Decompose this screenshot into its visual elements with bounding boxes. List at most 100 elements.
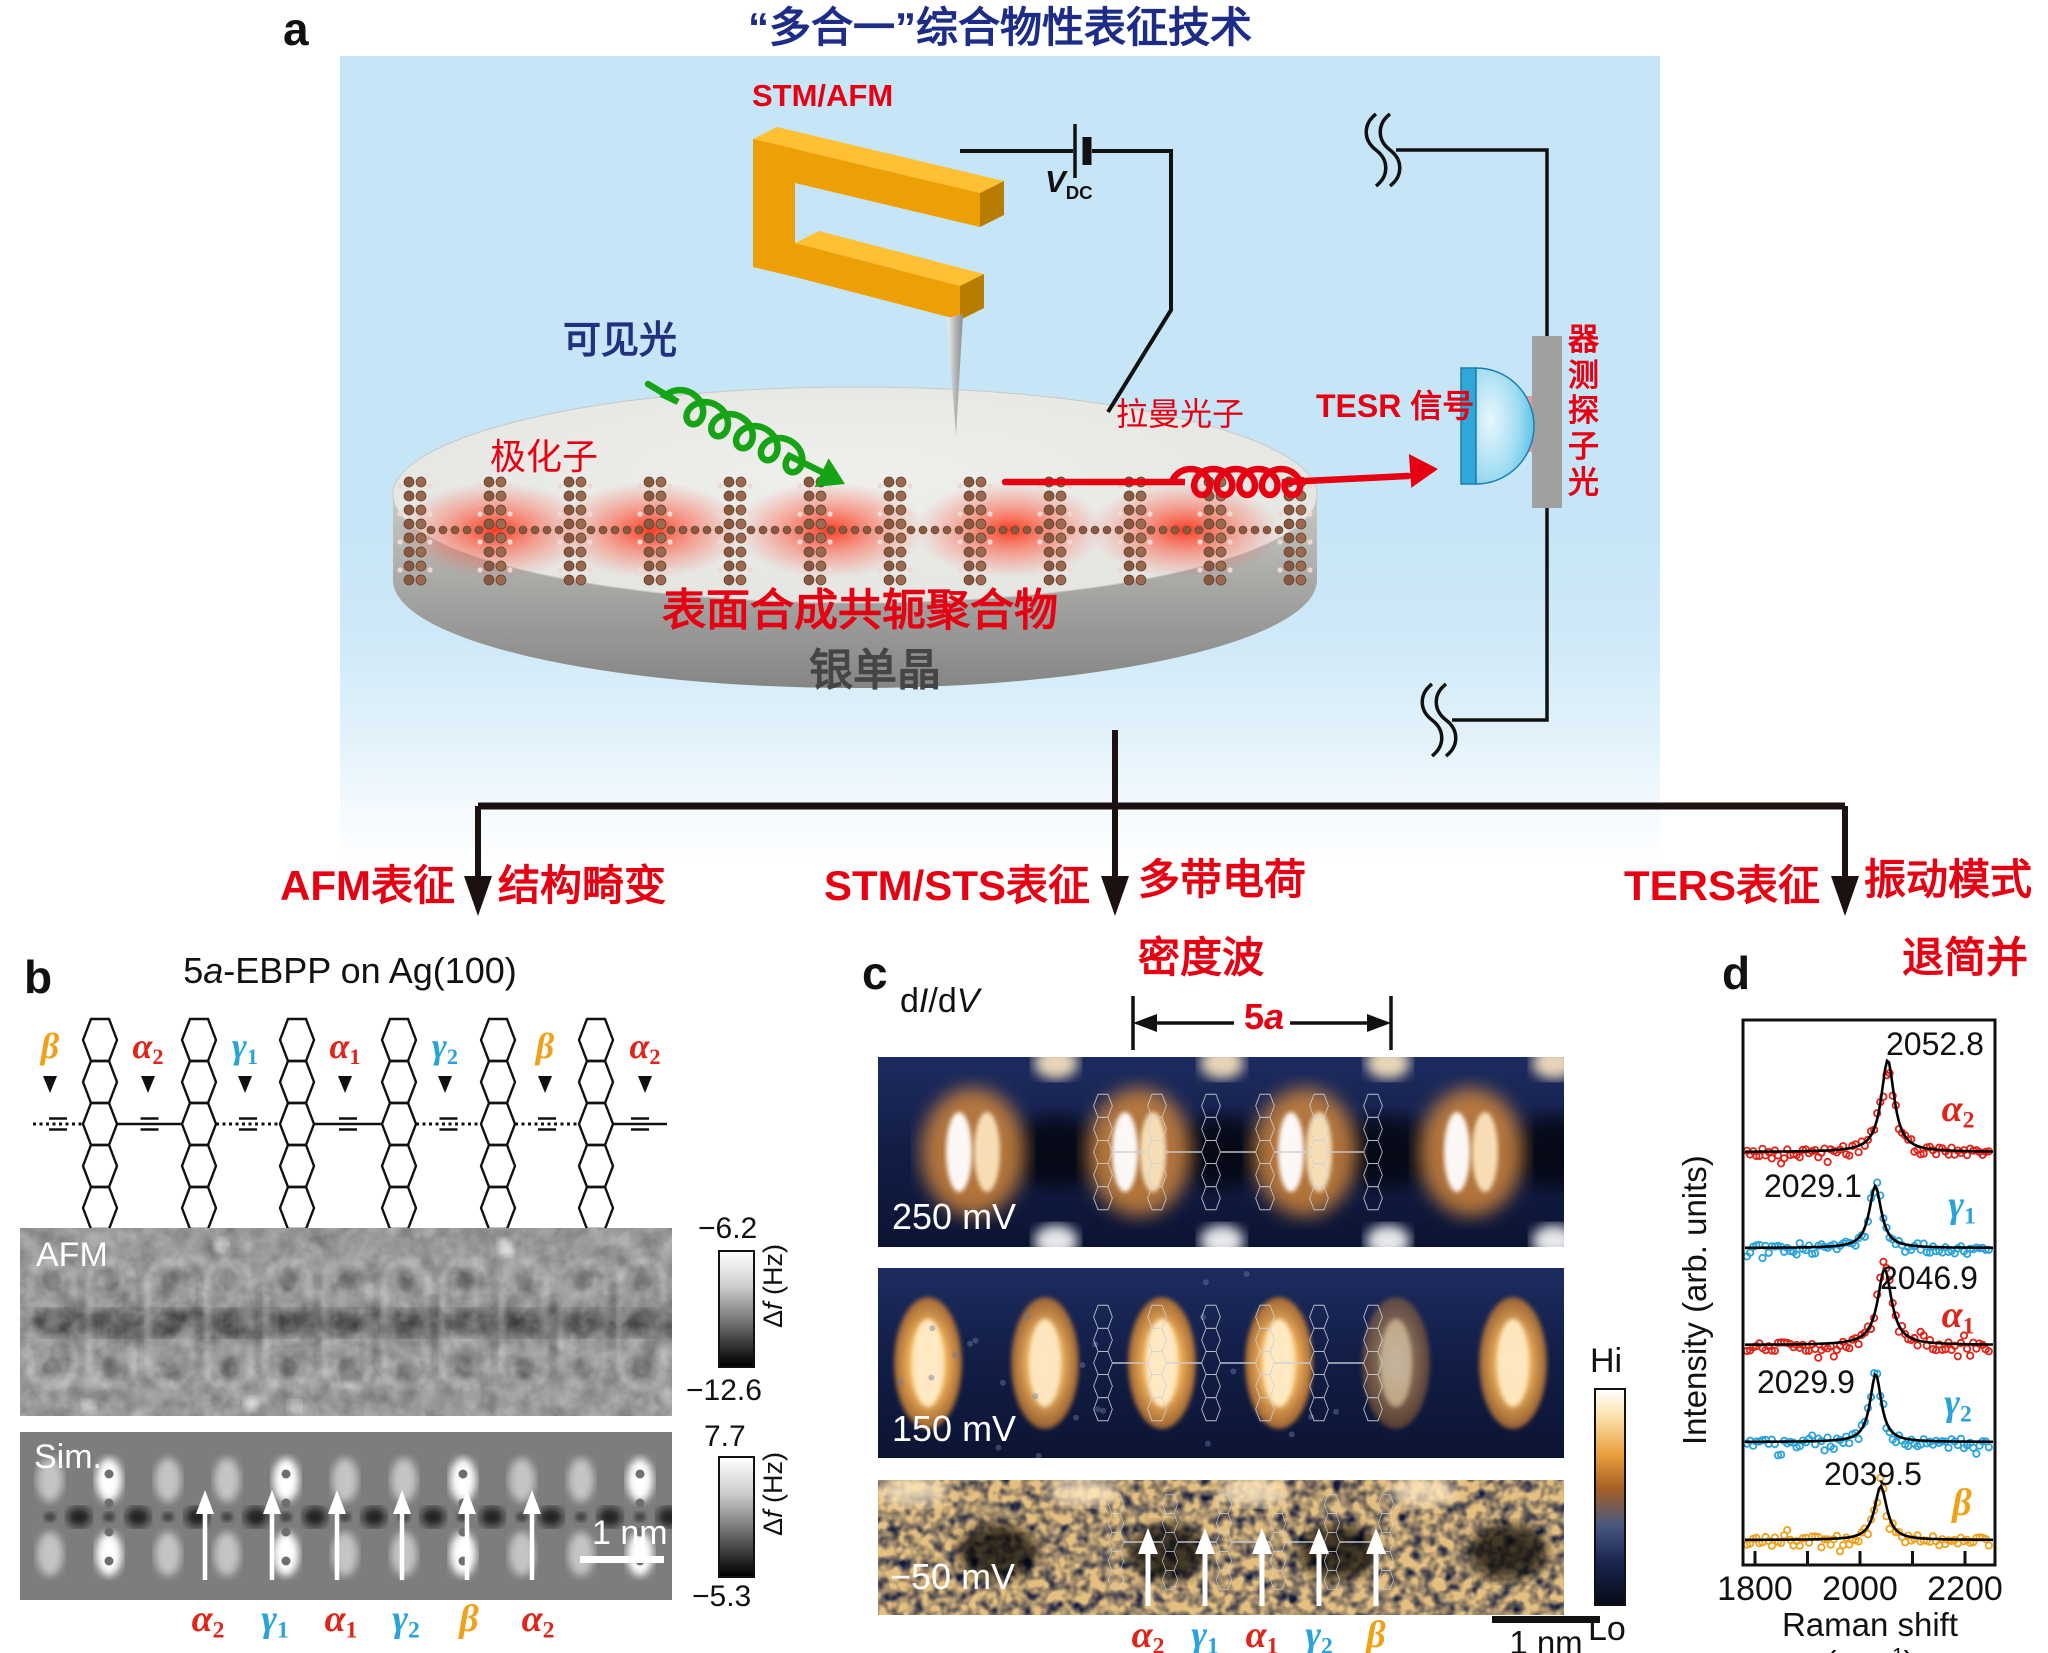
polymer-label: 表面合成共轭聚合物	[662, 586, 1058, 635]
sim-site-label: β	[459, 1600, 478, 1643]
flow-label-ters: TERS表征	[1623, 862, 1820, 909]
bond-site-arrows	[43, 1076, 652, 1093]
greek-base: γ	[1191, 1614, 1208, 1653]
didv-label: dI/dV	[900, 982, 980, 1020]
greek-sub: 1	[1266, 1633, 1279, 1653]
span-5a-label-c: 5a	[1243, 996, 1285, 1037]
didv-map-250mV	[878, 1057, 1564, 1247]
flow-label-stm-result1: 多带电荷	[1138, 856, 1307, 903]
flow-label-stm-result2: 密度波	[1138, 934, 1265, 981]
didv-map-minus50mV	[878, 1480, 1564, 1615]
greek-base: γ	[261, 1598, 278, 1640]
photon-detector-char: 光	[1568, 464, 1599, 500]
greek-sub: 2	[1960, 1401, 1972, 1428]
span-5a-arrow-c	[1131, 996, 1393, 1050]
scalebar-b	[580, 1556, 664, 1563]
scalebar-c	[1492, 1616, 1600, 1623]
greek-sub: 1	[1964, 1203, 1976, 1230]
greek-base: β	[1366, 1614, 1386, 1653]
y-axis-label: Intensity (arb. units)	[1676, 1155, 1713, 1445]
panel-a-schematic	[392, 112, 1562, 758]
x-tick-2200: 2200	[1927, 1570, 2003, 1608]
afm-colorbar-unit: Δf (Hz)	[758, 1244, 788, 1329]
greek-sub: 2	[212, 1617, 225, 1644]
flow-arrowhead-right	[1831, 876, 1859, 916]
peak-value-label: 2039.5	[1824, 1456, 1922, 1492]
light-beams	[644, 380, 1438, 499]
peak-value-label: 2052.8	[1886, 1026, 1984, 1062]
afm-colorbar-max: −6.2	[698, 1212, 758, 1245]
qplus-sensor	[753, 127, 1004, 436]
photon-detector-char: 器	[1568, 322, 1599, 357]
plot-frame	[1741, 1018, 1997, 1567]
sim-site-label: γ1	[261, 1600, 289, 1643]
greek-base: α	[1131, 1614, 1153, 1653]
sim-colorbar-min: −5.3	[692, 1580, 752, 1613]
map1-bias-label: 250 mV	[892, 1196, 1017, 1237]
c-colorbar	[1594, 1388, 1626, 1606]
sim-colorbar-unit: Δf (Hz)	[758, 1452, 788, 1537]
greek-sub: 1	[1207, 1633, 1219, 1653]
x-tick-2000: 2000	[1822, 1570, 1898, 1608]
visible-light-label: 可见光	[563, 320, 678, 362]
visible-light-beam	[644, 380, 826, 476]
silver-crystal-label: 银单晶	[809, 646, 941, 695]
greek-base: α	[329, 1026, 350, 1066]
spectrum-series-label: γ1	[1948, 1186, 1976, 1229]
greek-base: α	[1941, 1088, 1963, 1130]
structure-site-label: α1	[329, 1028, 360, 1069]
map3-bias-label: −50 mV	[890, 1556, 1016, 1597]
panel-d-letter: d	[1722, 947, 1751, 999]
peak-value-label: 2029.1	[1764, 1168, 1862, 1204]
flow-connector	[464, 730, 1859, 916]
greek-base: α	[1941, 1294, 1963, 1336]
greek-sub: 2	[152, 1044, 164, 1070]
greek-base: γ	[1305, 1614, 1322, 1653]
greek-base: α	[132, 1026, 153, 1066]
x-axis-label: Raman shift (cm−1)	[1781, 1606, 1959, 1653]
sim-colorbar-max: 7.7	[704, 1420, 746, 1453]
stm-tip-needle	[947, 314, 963, 436]
tesr-signal-label: TESR 信号	[1316, 388, 1475, 424]
flow-label-ters-result2: 退简并	[1901, 934, 2028, 981]
raman-spectra-plot	[1741, 1018, 1997, 1567]
x-tick-1800: 1800	[1717, 1570, 1793, 1608]
bias-circuit	[960, 124, 1173, 414]
greek-base: α	[521, 1598, 543, 1640]
greek-sub: 2	[649, 1044, 661, 1070]
map2-bias-label: 150 mV	[892, 1408, 1017, 1449]
greek-base: γ	[1944, 1382, 1961, 1424]
greek-base: β	[40, 1026, 60, 1066]
greek-sub: 2	[542, 1617, 555, 1644]
sim-image-label: Sim.	[34, 1438, 102, 1476]
sim-site-label: α1	[325, 1600, 358, 1643]
greek-sub: 1	[349, 1044, 361, 1070]
panel-b-letter: b	[24, 951, 53, 1003]
spectrum-series-label: β	[1952, 1484, 1971, 1527]
wire-break-bottom	[1420, 682, 1444, 758]
c-site-label: β	[1366, 1616, 1385, 1653]
c-site-label: α2	[1132, 1616, 1165, 1653]
greek-base: β	[535, 1026, 555, 1066]
flow-label-afm-result: 结构畸变	[498, 862, 667, 909]
sim-colorbar	[718, 1456, 755, 1578]
flow-arrowhead-center	[1101, 876, 1129, 916]
structure-site-label: γ1	[232, 1028, 258, 1069]
greek-sub: 2	[1321, 1633, 1333, 1653]
greek-sub: 1	[1962, 1313, 1975, 1340]
raman-photon-label: 拉曼光子	[1116, 396, 1245, 432]
stm-afm-label: STM/AFM	[752, 78, 894, 113]
panel-a-letter: a	[283, 3, 309, 55]
greek-base: α	[629, 1026, 650, 1066]
polymer-chain-layer	[397, 476, 1313, 586]
spectrum-series-label: α2	[1942, 1090, 1975, 1133]
afm-colorbar	[718, 1250, 755, 1368]
lens-icon	[1475, 367, 1535, 485]
greek-base: β	[459, 1598, 479, 1640]
panel-b-title: 5a-EBPP on Ag(100)	[183, 950, 517, 991]
c-site-label: γ2	[1305, 1616, 1333, 1653]
greek-sub: 1	[246, 1044, 259, 1070]
sim-image	[20, 1432, 672, 1600]
detector-plate	[1532, 336, 1562, 508]
